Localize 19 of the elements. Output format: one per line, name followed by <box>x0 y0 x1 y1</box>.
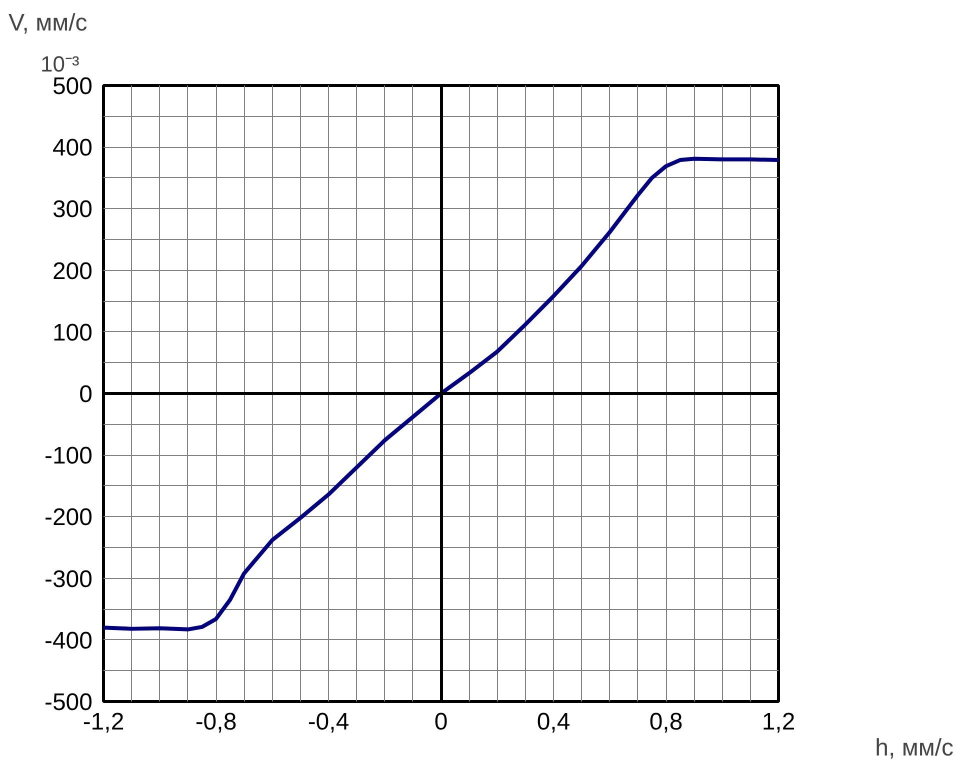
y-tick-label: -400 <box>44 627 93 654</box>
x-tick-label: 1,2 <box>762 708 796 736</box>
y-tick-label: 100 <box>52 319 93 346</box>
y-axis-title: V, мм/с <box>8 10 88 36</box>
x-tick-label: -0,4 <box>308 708 350 736</box>
y-tick-label: 0 <box>79 381 93 408</box>
y-tick-label: -200 <box>44 504 93 532</box>
y-tick-label: -500 <box>44 689 93 716</box>
x-tick-label: 0,4 <box>536 708 570 736</box>
y-tick-label: 200 <box>52 258 93 285</box>
x-tick-label: 0 <box>434 708 448 736</box>
y-tick-label: 300 <box>52 196 93 224</box>
x-tick-label: -0,8 <box>195 708 237 736</box>
y-tick-label: -100 <box>44 442 93 470</box>
x-tick-label: 0,8 <box>649 708 683 736</box>
line-series <box>104 156 778 632</box>
y-tick-label: -300 <box>44 566 93 593</box>
y-tick-label: 400 <box>52 134 93 162</box>
x-axis-title: h, мм/с <box>875 734 954 761</box>
